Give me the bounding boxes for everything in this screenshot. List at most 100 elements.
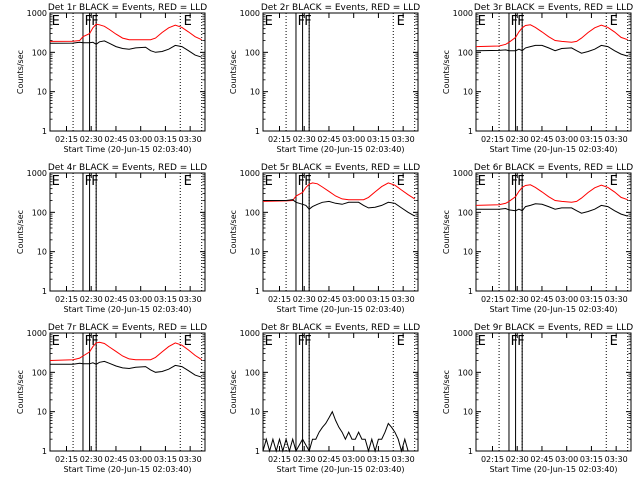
y-tick-label: 100 — [32, 48, 47, 57]
x-tick-label: 03:15 — [367, 135, 390, 144]
y-tick-label: 1000 — [240, 329, 260, 338]
x-tick-label: 03:15 — [580, 135, 603, 144]
y-tick-label: 100 — [458, 208, 473, 217]
y-tick-label: 100 — [458, 368, 473, 377]
panel-title: Det 8r BLACK = Events, RED = LLD — [261, 323, 420, 333]
x-tick-label: 02:45 — [317, 135, 340, 144]
panel-title: Det 2r BLACK = Events, RED = LLD — [261, 3, 420, 13]
series-line-events — [263, 199, 415, 217]
x-axis-label: Start Time (20-Jun-15 02:03:40) — [490, 145, 618, 154]
x-tick-label: 02:15 — [481, 135, 504, 144]
flag-label: E — [265, 174, 273, 189]
x-axis-label: Start Time (20-Jun-15 02:03:40) — [277, 465, 405, 474]
flag-label: E — [184, 14, 192, 29]
y-axis-label: Counts/sec — [16, 50, 25, 94]
series-line-lld — [475, 184, 628, 206]
x-tick-label: 02:15 — [55, 135, 78, 144]
plot-frame — [475, 332, 632, 452]
flag-label: F — [304, 14, 311, 29]
flag-label: F — [85, 174, 92, 189]
x-tick-label: 02:45 — [530, 295, 553, 304]
flag-label: F — [298, 334, 305, 349]
flag-label: F — [304, 174, 311, 189]
plot-frame — [262, 172, 419, 292]
x-tick-label: 03:30 — [392, 455, 415, 464]
x-tick-label: 03:30 — [179, 135, 202, 144]
x-tick-label: 03:00 — [555, 295, 578, 304]
flag-label: E — [397, 14, 405, 29]
plot-frame — [475, 172, 632, 292]
panel-title: Det 9r BLACK = Events, RED = LLD — [474, 323, 633, 333]
flag-label: F — [91, 334, 98, 349]
y-tick-label: 1 — [42, 447, 47, 456]
panel-title: Det 6r BLACK = Events, RED = LLD — [474, 163, 633, 173]
x-tick-label: 03:15 — [580, 455, 603, 464]
flag-label: F — [304, 334, 311, 349]
flag-label: E — [610, 174, 618, 189]
x-tick-label: 02:45 — [317, 455, 340, 464]
x-tick-label: 03:15 — [580, 295, 603, 304]
y-tick-label: 1000 — [240, 9, 260, 18]
flag-label: F — [91, 174, 98, 189]
x-tick-label: 03:30 — [179, 455, 202, 464]
y-tick-label: 1 — [42, 127, 47, 136]
y-tick-label: 10 — [250, 408, 260, 417]
series-line-lld — [49, 23, 202, 42]
x-tick-label: 03:00 — [129, 135, 152, 144]
y-tick-label: 1000 — [27, 169, 47, 178]
y-tick-label: 1000 — [27, 9, 47, 18]
flag-label: E — [184, 334, 192, 349]
y-tick-label: 100 — [245, 208, 260, 217]
x-tick-label: 02:30 — [293, 455, 316, 464]
plot-frame — [49, 172, 206, 292]
y-tick-label: 1000 — [453, 169, 473, 178]
flag-label: E — [52, 334, 60, 349]
y-tick-label: 1 — [468, 447, 473, 456]
series-line-events — [50, 360, 202, 378]
panel-title: Det 4r BLACK = Events, RED = LLD — [48, 163, 207, 173]
series-line-lld — [262, 182, 415, 202]
flag-label: E — [184, 174, 192, 189]
x-tick-label: 03:15 — [154, 455, 177, 464]
x-tick-label: 03:15 — [154, 135, 177, 144]
y-tick-label: 1 — [468, 127, 473, 136]
flag-label: E — [478, 334, 486, 349]
y-axis-label: Counts/sec — [442, 370, 451, 414]
x-tick-label: 03:30 — [605, 295, 628, 304]
x-tick-label: 02:45 — [104, 455, 127, 464]
x-tick-label: 03:00 — [555, 135, 578, 144]
x-tick-label: 02:15 — [481, 295, 504, 304]
flag-label: F — [517, 14, 524, 29]
x-tick-label: 02:15 — [268, 135, 291, 144]
y-axis-label: Counts/sec — [442, 50, 451, 94]
x-tick-label: 02:30 — [80, 135, 103, 144]
y-tick-label: 10 — [250, 248, 260, 257]
y-tick-label: 1000 — [27, 329, 47, 338]
plot-frame — [49, 12, 206, 132]
y-tick-label: 10 — [463, 88, 473, 97]
flag-label: E — [265, 14, 273, 29]
x-tick-label: 03:00 — [129, 295, 152, 304]
series-line-events — [476, 203, 628, 217]
y-tick-label: 1000 — [453, 329, 473, 338]
y-tick-label: 1 — [255, 127, 260, 136]
y-tick-label: 1 — [468, 287, 473, 296]
flag-label: F — [517, 174, 524, 189]
flag-label: E — [610, 334, 618, 349]
x-axis-label: Start Time (20-Jun-15 02:03:40) — [277, 305, 405, 314]
plot-frame — [262, 332, 419, 452]
x-tick-label: 03:00 — [555, 455, 578, 464]
flag-label: E — [478, 14, 486, 29]
x-tick-label: 02:45 — [317, 295, 340, 304]
flag-label: E — [397, 334, 405, 349]
flag-label: F — [85, 334, 92, 349]
x-axis-label: Start Time (20-Jun-15 02:03:40) — [64, 305, 192, 314]
plot-frame — [475, 12, 632, 132]
